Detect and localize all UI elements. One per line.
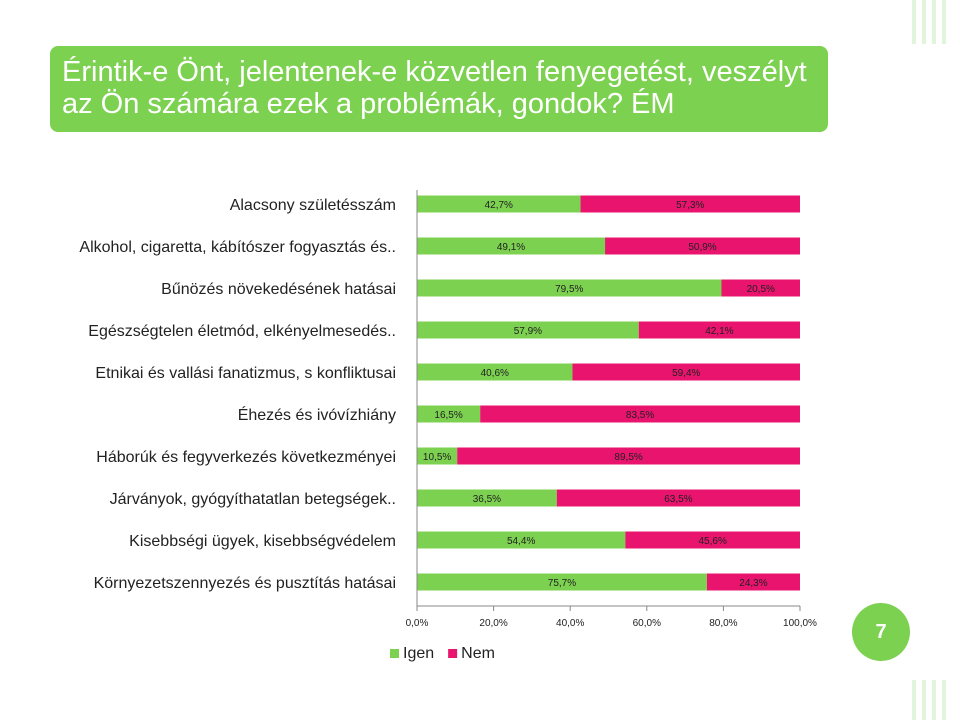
data-label: 59,4%	[672, 368, 700, 379]
bar-nem	[457, 447, 800, 465]
data-label: 75,7%	[548, 578, 576, 589]
legend-swatch-nem	[448, 649, 458, 658]
data-label: 54,4%	[507, 536, 535, 547]
bar-igen	[417, 279, 722, 297]
bar-igen	[417, 237, 606, 255]
bar-igen	[417, 321, 639, 339]
bar-nem	[625, 531, 800, 549]
x-tick-label: 60,0%	[633, 618, 661, 629]
data-label: 83,5%	[626, 410, 654, 421]
legend-swatch-igen	[390, 649, 399, 658]
data-label: 36,5%	[473, 494, 501, 505]
x-tick-label: 20,0%	[479, 618, 507, 629]
category-label: Járványok, gyógyíthatatlan betegségek..	[110, 491, 396, 508]
data-label: 16,5%	[434, 410, 462, 421]
bar-igen	[417, 447, 458, 465]
data-label: 10,5%	[423, 452, 451, 463]
bar-nem	[605, 237, 800, 255]
legend-label: Igen	[403, 645, 434, 662]
category-label: Éhezés és ivóvízhiány	[238, 405, 396, 424]
bar-igen	[417, 195, 581, 213]
category-label: Környezetszennyezés és pusztítás hatásai	[94, 575, 396, 592]
bar-igen	[417, 363, 573, 381]
title-banner: Érintik-e Önt, jelentenek-e közvetlen fe…	[50, 46, 828, 132]
bar-nem	[480, 405, 800, 423]
bar-nem	[721, 279, 800, 297]
data-label: 89,5%	[614, 452, 642, 463]
bar-igen	[417, 405, 481, 423]
data-label: 57,3%	[676, 200, 704, 211]
category-label: Alkohol, cigaretta, kábítószer fogyasztá…	[79, 239, 396, 256]
data-label: 63,5%	[664, 494, 692, 505]
x-tick-label: 0,0%	[406, 618, 429, 629]
decorative-stripes-bottom	[912, 680, 946, 720]
bar-nem	[638, 321, 800, 339]
x-tick-label: 40,0%	[556, 618, 584, 629]
legend-label: Nem	[461, 645, 495, 662]
decorative-stripes-top	[912, 0, 946, 44]
bar-igen	[417, 531, 626, 549]
category-label: Etnikai és vallási fanatizmus, s konflik…	[95, 365, 396, 382]
bar-nem	[572, 363, 800, 381]
data-label: 49,1%	[497, 242, 525, 253]
data-label: 57,9%	[514, 326, 542, 337]
data-label: 42,7%	[485, 200, 513, 211]
bar-nem	[706, 573, 800, 591]
x-tick-label: 100,0%	[783, 618, 817, 629]
data-label: 20,5%	[747, 284, 775, 295]
category-label: Bűnözés növekedésének hatásai	[161, 281, 396, 298]
bar-nem	[556, 489, 800, 507]
data-label: 40,6%	[481, 368, 509, 379]
category-label: Kisebbségi ügyek, kisebbségvédelem	[129, 533, 396, 550]
bar-igen	[417, 573, 707, 591]
page-title: Érintik-e Önt, jelentenek-e közvetlen fe…	[62, 56, 807, 120]
category-label: Háborúk és fegyverkezés következményei	[96, 449, 396, 466]
bar-nem	[580, 195, 800, 213]
category-label: Egészségtelen életmód, elkényelmesedés..	[88, 323, 396, 340]
bar-igen	[417, 489, 557, 507]
x-tick-label: 80,0%	[709, 618, 737, 629]
data-label: 45,6%	[698, 536, 726, 547]
category-label: Alacsony születésszám	[230, 197, 396, 214]
page-number-badge: 7	[852, 603, 910, 661]
data-label: 24,3%	[739, 578, 767, 589]
data-label: 42,1%	[705, 326, 733, 337]
data-label: 50,9%	[688, 242, 716, 253]
data-label: 79,5%	[555, 284, 583, 295]
